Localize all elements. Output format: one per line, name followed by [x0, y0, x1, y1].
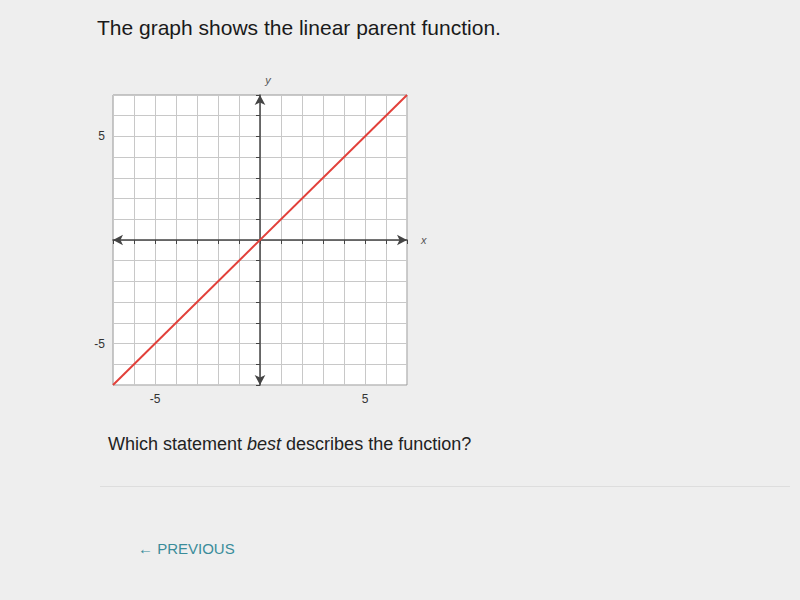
html-text:← PREVIOUS: ← PREVIOUS: [138, 540, 235, 557]
html-text:Which statement best describes: Which statement best describes the funct…: [108, 434, 472, 454]
html-text:The graph shows the linear par: The graph shows the linear parent functi…: [97, 16, 501, 39]
svg-text:-5: -5: [150, 392, 161, 406]
svg-text:y: y: [264, 74, 272, 86]
svg-text:-5: -5: [94, 337, 105, 351]
svg-text:x: x: [420, 234, 427, 246]
svg-text:5: 5: [98, 129, 105, 143]
svg-text:5: 5: [362, 392, 369, 406]
